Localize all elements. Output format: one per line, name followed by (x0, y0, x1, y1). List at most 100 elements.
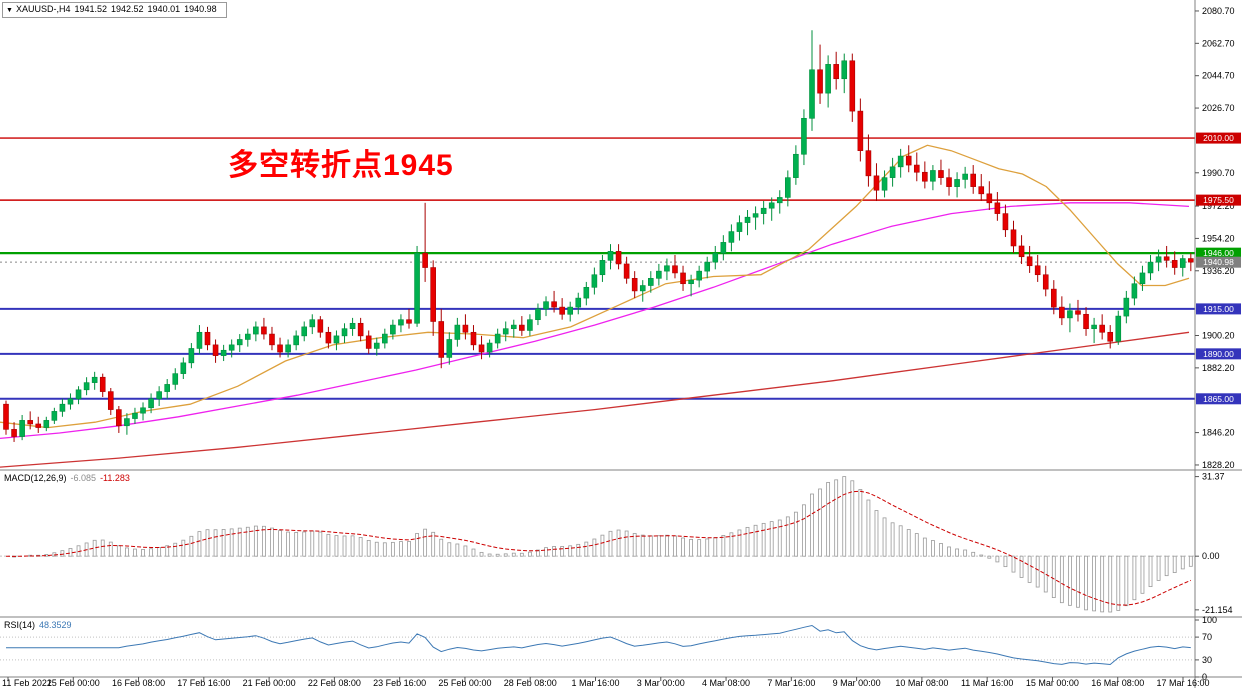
candle-body (269, 333, 275, 346)
macd-histogram-bar (592, 538, 597, 557)
macd-histogram-bar (1100, 555, 1105, 613)
time-label: 15 Feb 00:00 (47, 678, 100, 688)
candle-body (325, 331, 332, 344)
candle-body (1155, 256, 1162, 263)
candle-body (277, 344, 283, 353)
candle-body (922, 171, 928, 182)
candle-body (414, 252, 420, 324)
macd-histogram-bar (955, 548, 959, 557)
candle-body (760, 207, 767, 214)
candle-body (382, 333, 388, 344)
macd-histogram-bar (761, 522, 766, 557)
macd-histogram-bar (874, 510, 879, 557)
rsi-line (6, 624, 1191, 666)
macd-histogram-bar (842, 476, 847, 557)
macd-histogram-bar (262, 525, 266, 557)
price-axis[interactable]: 2080.70 2062.70 2044.70 2026.70 1990.70 1972.… (1195, 6, 1241, 470)
macd-histogram-bar (544, 547, 548, 557)
annotation-text[interactable]: 多空转折点1945 (228, 149, 454, 182)
candle-body (696, 270, 702, 281)
time-label: 7 Mar 16:00 (767, 678, 815, 688)
time-label: 16 Mar 08:00 (1091, 678, 1144, 688)
macd-histogram-bar (68, 548, 73, 557)
macd-histogram-bar (640, 534, 645, 557)
macd-histogram-bar (1043, 555, 1048, 593)
candle-body (236, 339, 243, 346)
macd-histogram-bar (898, 525, 903, 557)
price-tag-label: 1865.00 (1203, 394, 1234, 404)
candle-body (245, 333, 251, 340)
price-tag (1196, 393, 1241, 405)
macd-histogram-bar (318, 531, 323, 557)
candle-body (680, 272, 686, 285)
price-tick-label: 2044.70 (1202, 71, 1235, 81)
candle-body (519, 324, 525, 331)
rsi-indicator-label: RSI(14) 48.3529 (4, 620, 72, 631)
macd-histogram-bar (906, 529, 911, 557)
candle-body (486, 342, 493, 353)
macd-histogram-bar (294, 532, 299, 557)
macd-name: MACD(12,26,9) (4, 473, 67, 483)
macd-histogram-bar (60, 550, 65, 557)
macd-histogram-bar (181, 539, 186, 557)
macd-histogram-bar (342, 535, 347, 557)
candle-body (639, 285, 646, 292)
macd-histogram-bar (1132, 555, 1137, 601)
candle-body (841, 60, 848, 80)
time-label: 9 Mar 00:00 (833, 678, 881, 688)
candle-body (728, 231, 735, 243)
macd-histogram-bar (1092, 555, 1096, 612)
macd-panel[interactable]: 31.37 0.00 -21.154 (0, 472, 1233, 615)
macd-histogram-bar (108, 541, 113, 557)
candle-body (333, 335, 340, 344)
macd-histogram-bar (826, 482, 831, 557)
macd-histogram-bar (793, 511, 798, 557)
price-tag (1196, 132, 1241, 144)
price-tick-label: 2080.70 (1202, 6, 1235, 16)
macd-histogram-bar (600, 534, 605, 557)
candle-body (583, 287, 590, 299)
rsi-value: 48.3529 (39, 620, 72, 630)
candle-body (559, 306, 565, 315)
macd-histogram-bar (939, 543, 943, 557)
candle-body (776, 197, 783, 204)
candle-body (140, 407, 146, 414)
candle-body (1010, 229, 1017, 247)
candle-body (752, 213, 759, 218)
macd-histogram-bar (705, 538, 710, 557)
macd-histogram-bar (245, 526, 250, 557)
macd-histogram-bar (1011, 555, 1016, 573)
candle-body (1002, 213, 1009, 231)
candle-body (744, 216, 751, 223)
price-tick-label: 1972.20 (1202, 201, 1235, 211)
candle-body (132, 412, 138, 419)
price-low: 1940.01 (147, 4, 181, 14)
macd-histogram-bar (310, 530, 315, 557)
moving-averages (0, 144, 1190, 468)
time-label: 10 Mar 08:00 (895, 678, 948, 688)
time-label: 25 Feb 00:00 (438, 678, 491, 688)
candle-body (962, 173, 968, 180)
candle-body (1034, 265, 1041, 276)
macd-histogram-bar (987, 555, 992, 559)
candle-body (1163, 256, 1170, 261)
candle-body (341, 328, 348, 337)
candle-body (510, 324, 517, 329)
candle-body (938, 170, 944, 178)
candle-body (406, 319, 412, 324)
candle-body (261, 326, 267, 335)
candle-body (398, 319, 404, 326)
candle-body (478, 344, 485, 353)
candle-body (422, 252, 428, 268)
price-tag (1196, 247, 1241, 259)
price-close: 1940.98 (184, 4, 217, 14)
macd-histogram-bar (753, 524, 758, 557)
candle-body (156, 391, 162, 400)
candle-body (188, 348, 195, 364)
rsi-panel[interactable]: 100 70 30 0 (0, 615, 1217, 682)
price-tick-label: 1900.20 (1202, 331, 1235, 341)
macd-histogram-bar (423, 528, 428, 557)
candle-body (1107, 331, 1114, 342)
